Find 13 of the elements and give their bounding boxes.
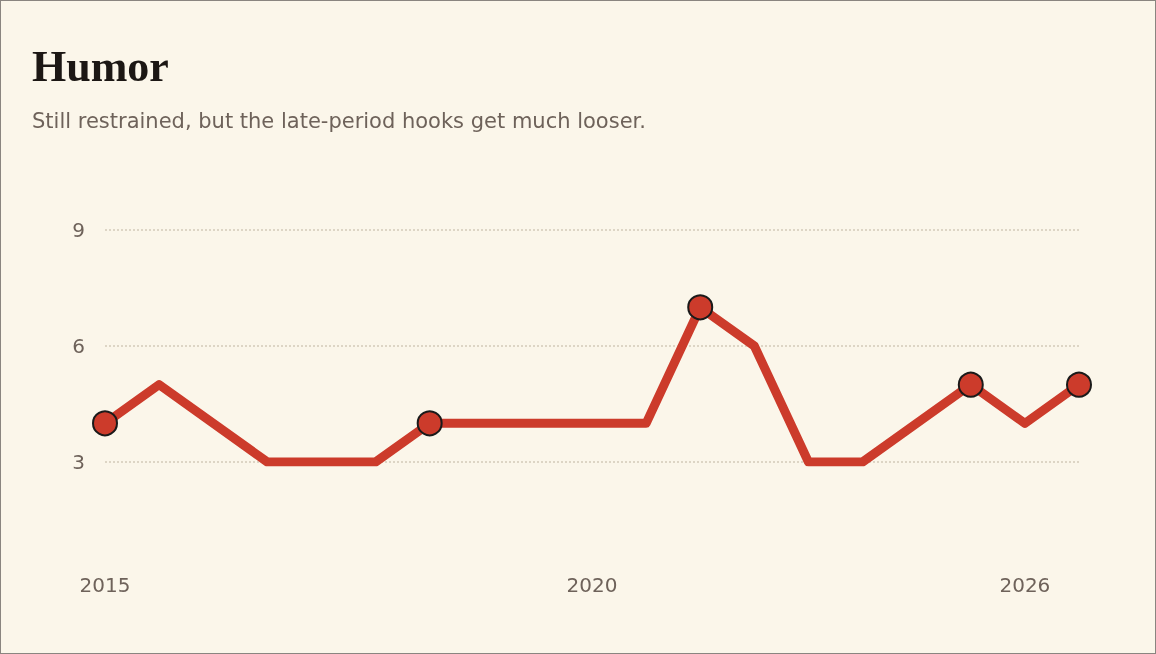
point — [416, 410, 443, 437]
point — [687, 294, 714, 321]
x-tick-label: 2015 — [79, 573, 131, 597]
y-tick-label: 3 — [72, 450, 85, 474]
x-tick-label: 2026 — [999, 573, 1051, 597]
x-tick-label: 2020 — [566, 573, 618, 597]
point — [957, 371, 984, 398]
point — [1066, 371, 1092, 398]
chart-title: Humor — [32, 41, 169, 91]
y-tick-label: 6 — [72, 334, 85, 358]
y-tick-label: 9 — [72, 218, 85, 242]
point — [92, 410, 118, 437]
chart-subtitle: Still restrained, but the late-period hooks get much looser. — [32, 108, 646, 133]
